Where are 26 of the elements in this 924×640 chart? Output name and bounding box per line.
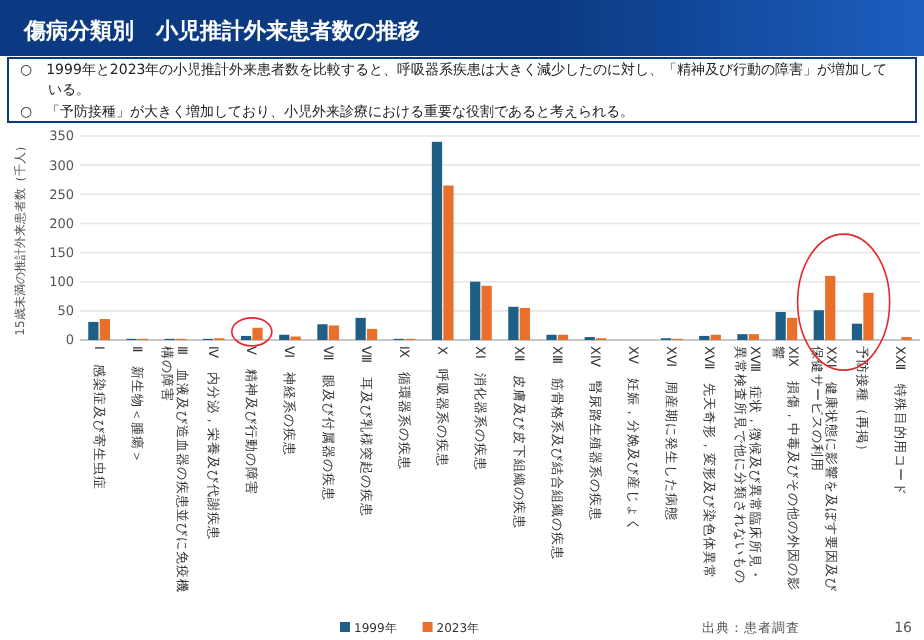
bar	[508, 306, 519, 340]
bar	[813, 310, 824, 340]
bar	[557, 334, 569, 340]
bar	[431, 141, 443, 340]
bar	[99, 319, 110, 340]
bar	[519, 307, 530, 340]
bar	[748, 334, 760, 340]
bar	[825, 275, 836, 340]
bar	[470, 281, 481, 340]
bar	[481, 285, 492, 340]
bar	[88, 321, 99, 340]
bar	[710, 334, 721, 340]
bar	[252, 327, 263, 340]
bar	[775, 312, 786, 340]
bar	[443, 185, 454, 340]
bar	[851, 323, 863, 340]
bar	[366, 328, 378, 340]
bar	[546, 334, 557, 340]
bar	[737, 334, 748, 340]
chart-title: 傷病分類別 小児推計外来患者数の推移	[22, 18, 420, 44]
bar	[355, 317, 366, 340]
bar	[863, 292, 874, 340]
bar	[317, 324, 328, 340]
bar	[786, 317, 798, 340]
bar	[279, 334, 290, 340]
bar	[328, 325, 340, 340]
